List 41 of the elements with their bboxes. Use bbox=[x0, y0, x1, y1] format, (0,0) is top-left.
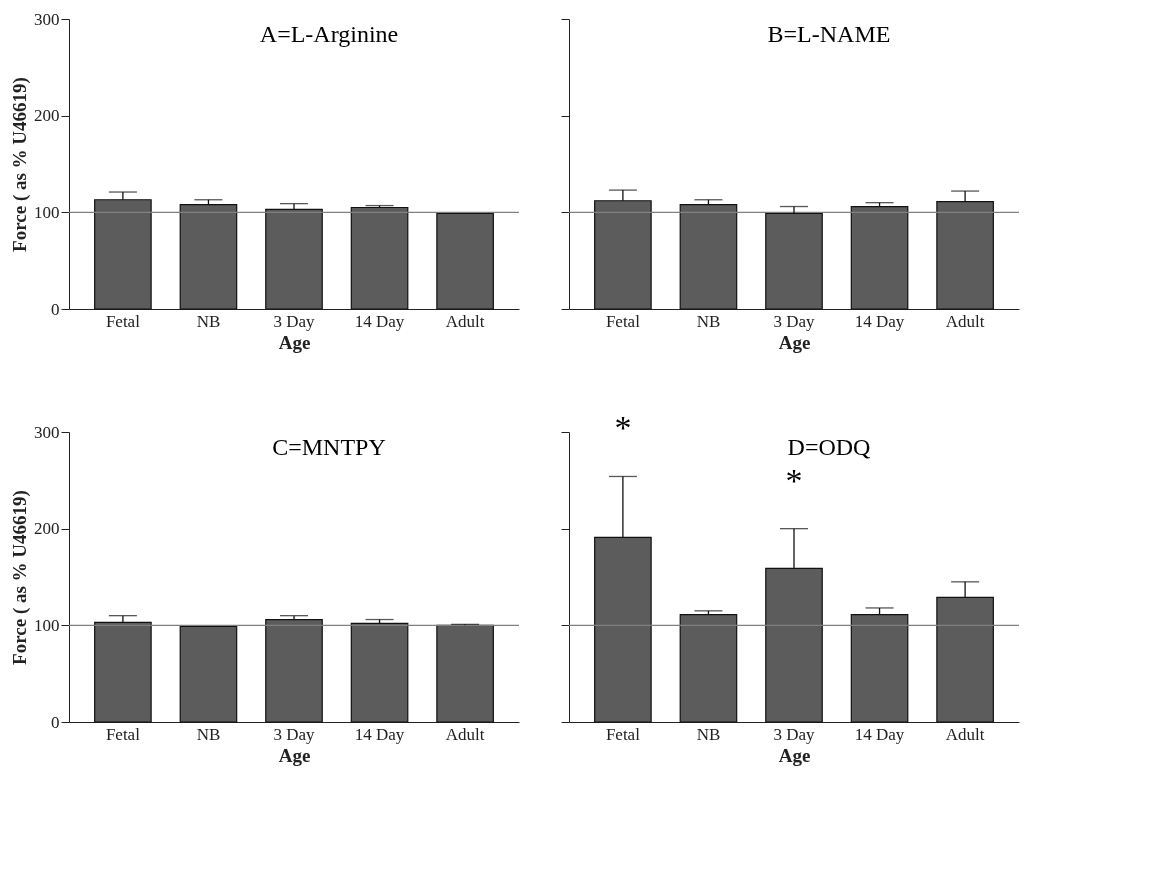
x-tick-label: Fetal bbox=[605, 311, 641, 331]
x-tick-label: 3 Day bbox=[273, 724, 316, 744]
x-tick-label: Adult bbox=[445, 311, 485, 331]
chart-title: C=MNTPY bbox=[272, 434, 386, 460]
x-axis-title: Age bbox=[278, 331, 311, 353]
x-tick-label: 14 Day bbox=[354, 311, 405, 331]
y-tick-label: 300 bbox=[34, 422, 60, 442]
x-tick-label: 14 Day bbox=[854, 724, 905, 744]
y-tick-label: 100 bbox=[34, 202, 60, 222]
x-tick-label: Adult bbox=[445, 724, 485, 744]
x-tick-label: Fetal bbox=[105, 724, 141, 744]
x-tick-label: 3 Day bbox=[773, 724, 816, 744]
x-tick-label: NB bbox=[196, 724, 221, 744]
x-axis-title: Age bbox=[278, 744, 311, 766]
chart-title: D=ODQ bbox=[787, 434, 871, 460]
bar bbox=[679, 614, 738, 723]
chart-title: B=L-NAME bbox=[767, 21, 891, 47]
x-tick-label: 14 Day bbox=[854, 311, 905, 331]
x-tick-label: Adult bbox=[945, 311, 985, 331]
y-tick-label: 100 bbox=[34, 615, 60, 635]
y-tick-label: 200 bbox=[34, 519, 60, 539]
x-tick-label: NB bbox=[696, 311, 721, 331]
x-tick-label: 14 Day bbox=[354, 724, 405, 744]
x-tick-label: 3 Day bbox=[773, 311, 816, 331]
y-axis-title: Force ( as % U46619) bbox=[9, 77, 31, 252]
y-tick-label: 300 bbox=[34, 9, 60, 29]
x-axis-title: Age bbox=[778, 331, 811, 353]
x-tick-label: Fetal bbox=[605, 724, 641, 744]
y-tick-label: 0 bbox=[51, 712, 60, 732]
annotation: * bbox=[785, 461, 803, 499]
x-tick-label: NB bbox=[196, 311, 221, 331]
x-axis-title: Age bbox=[778, 744, 811, 766]
x-tick-label: Adult bbox=[945, 724, 985, 744]
x-tick-label: 3 Day bbox=[273, 311, 316, 331]
x-tick-label: Fetal bbox=[105, 311, 141, 331]
y-tick-label: 0 bbox=[51, 299, 60, 319]
chart-title: A=L-Arginine bbox=[259, 21, 399, 47]
y-axis-title: Force ( as % U46619) bbox=[9, 490, 31, 665]
x-tick-label: NB bbox=[696, 724, 721, 744]
y-tick-label: 200 bbox=[34, 106, 60, 126]
annotation: * bbox=[614, 409, 632, 447]
